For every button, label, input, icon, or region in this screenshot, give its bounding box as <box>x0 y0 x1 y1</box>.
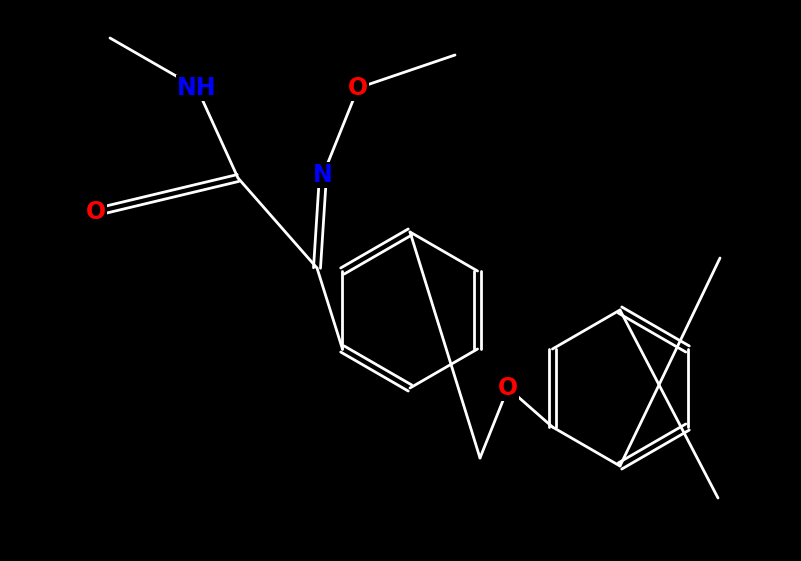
Text: NH: NH <box>177 76 217 100</box>
Text: O: O <box>498 376 518 400</box>
Text: N: N <box>313 163 333 187</box>
Text: O: O <box>86 200 106 224</box>
Text: O: O <box>348 76 368 100</box>
